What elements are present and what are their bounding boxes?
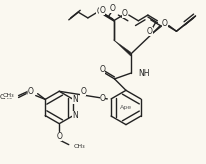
Text: O: O [99, 65, 105, 74]
Text: CH₃: CH₃ [0, 94, 13, 101]
Text: O: O [110, 4, 116, 13]
Text: O: O [96, 7, 102, 16]
Text: O: O [162, 19, 168, 28]
Text: O: O [56, 132, 62, 141]
Text: O: O [147, 27, 153, 36]
Text: O: O [28, 87, 34, 96]
Text: N: N [72, 111, 78, 120]
Text: CH₃: CH₃ [3, 93, 15, 98]
Text: O: O [80, 87, 86, 96]
Text: N: N [72, 95, 78, 104]
Text: CH₃: CH₃ [74, 144, 85, 149]
Text: O: O [27, 89, 33, 98]
Text: O: O [122, 9, 128, 18]
Polygon shape [114, 40, 131, 56]
Text: O: O [99, 94, 105, 103]
Text: O: O [99, 6, 105, 15]
Text: O: O [162, 19, 168, 28]
Text: Ape: Ape [120, 105, 132, 110]
Text: NH: NH [138, 69, 150, 78]
